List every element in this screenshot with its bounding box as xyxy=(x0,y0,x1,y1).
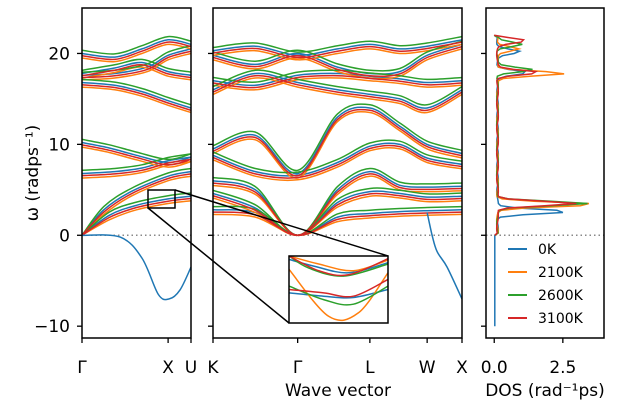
x-axis-label-middle: Wave vector xyxy=(285,381,391,401)
legend-label-0K: 0K xyxy=(538,242,557,258)
band-left-1-0 xyxy=(82,199,191,236)
band-left-1-4 xyxy=(82,86,191,114)
y-axis-label: ω (radps⁻¹) xyxy=(23,125,43,222)
band-left-1-3 xyxy=(82,146,191,168)
band-mid-1-3 xyxy=(213,147,462,182)
band-left-2-1 xyxy=(82,167,191,236)
band-left-1-5 xyxy=(82,52,191,81)
band-mid-1-8 xyxy=(213,43,462,61)
x-axis-label-dos: DOS (rad⁻¹ps) xyxy=(485,381,605,401)
band-left-2-5 xyxy=(82,44,191,73)
band-left-0-6 xyxy=(82,39,191,58)
band-left-2-3 xyxy=(82,138,191,161)
inset-band-2-0 xyxy=(288,285,389,306)
dos-panel-frame xyxy=(485,7,605,339)
legend-label-3100K: 3100K xyxy=(538,311,584,327)
band-left-3-1 xyxy=(82,173,191,236)
x-tick-label: U xyxy=(185,358,197,378)
band-mid-1-0 xyxy=(213,213,462,237)
band-mid-3-8 xyxy=(213,41,462,59)
band-mid-1-2 xyxy=(213,175,462,237)
band-mid-2-2 xyxy=(213,167,462,237)
band-mid-2-6 xyxy=(213,69,462,83)
band-mid-0-5 xyxy=(213,72,462,109)
band-mid-0-2 xyxy=(213,170,462,237)
zoom-connector-lower xyxy=(147,207,290,324)
zoom-region-box xyxy=(147,189,176,209)
band-mid-3-7 xyxy=(213,45,462,78)
band-mid-2-1 xyxy=(213,187,462,237)
legend-label-2100K: 2100K xyxy=(538,265,584,281)
band-mid-3-1 xyxy=(213,192,462,237)
band-left-2-4 xyxy=(82,78,191,106)
band-mid-2-7 xyxy=(213,40,462,72)
dos-curve-3100K xyxy=(494,34,577,236)
band-left-2-7 xyxy=(82,58,191,73)
y-tick-label: 0 xyxy=(59,226,70,246)
y-tick-label: 10 xyxy=(48,135,70,155)
band-left-3-3 xyxy=(82,144,191,166)
band-left-3-7 xyxy=(82,64,191,79)
band-mid-0-3 xyxy=(213,142,462,177)
band-mid-2-8 xyxy=(213,35,462,53)
band-left-1-6 xyxy=(82,43,191,63)
band-mid-1-5 xyxy=(213,77,462,114)
band-left-0-7 xyxy=(82,61,191,77)
x-tick-label: Γ xyxy=(77,358,87,378)
zoom-inset xyxy=(288,255,389,324)
inset-band-0-0 xyxy=(288,288,389,299)
y-tick-label: 20 xyxy=(48,44,70,64)
band-mid-1-1 xyxy=(213,194,462,237)
band-mid-2-4 xyxy=(213,103,462,172)
band-left-1-1 xyxy=(82,175,191,236)
band-mid-1-4 xyxy=(213,111,462,179)
inset-band-3-1 xyxy=(288,255,389,277)
band-mid-3-6 xyxy=(213,74,462,89)
band-left-imaginary xyxy=(82,234,191,301)
band-mid-3-4 xyxy=(213,108,462,177)
x-tick-label: Γ xyxy=(293,358,303,378)
left-panel-frame xyxy=(81,7,192,339)
band-left-0-4 xyxy=(82,81,191,109)
band-left-2-6 xyxy=(82,35,191,55)
inset-band-2-1 xyxy=(288,255,389,277)
band-mid-imaginary xyxy=(426,212,462,300)
band-mid-2-0 xyxy=(213,205,462,237)
band-left-3-5 xyxy=(82,50,191,79)
y-tick-label: −10 xyxy=(34,317,70,337)
band-left-3-6 xyxy=(82,41,191,61)
band-left-1-7 xyxy=(82,66,191,81)
x-tick-label: W xyxy=(419,358,436,378)
inset-band-3-0 xyxy=(288,278,389,298)
band-mid-1-6 xyxy=(213,77,462,91)
band-left-2-2 xyxy=(82,153,191,172)
band-mid-3-5 xyxy=(213,74,462,112)
x-tick-label: X xyxy=(162,358,174,378)
band-mid-3-2 xyxy=(213,173,462,237)
band-left-3-0 xyxy=(82,197,191,236)
x-tick-label: K xyxy=(207,358,219,378)
band-mid-0-4 xyxy=(213,106,462,175)
band-mid-0-6 xyxy=(213,72,462,87)
legend: 0K 2100K 2600K 3100K xyxy=(508,242,584,327)
band-mid-1-7 xyxy=(213,48,462,80)
zoom-connector-upper xyxy=(174,189,389,257)
band-left-3-4 xyxy=(82,84,191,112)
band-left-3-2 xyxy=(82,158,191,177)
x-tick-label: X xyxy=(456,358,468,378)
band-mid-2-5 xyxy=(213,69,462,106)
band-left-0-1 xyxy=(82,170,191,236)
band-mid-0-8 xyxy=(213,39,462,57)
middle-panel-frame xyxy=(212,7,463,339)
x-tick-label: 2.5 xyxy=(549,358,576,378)
x-tick-label: 0.0 xyxy=(481,358,508,378)
band-mid-2-3 xyxy=(213,139,462,174)
band-left-0-0 xyxy=(82,195,191,236)
x-tick-label: L xyxy=(365,358,375,378)
legend-label-2600K: 2600K xyxy=(538,288,584,304)
band-left-2-0 xyxy=(82,192,191,236)
band-mid-3-3 xyxy=(213,144,462,179)
